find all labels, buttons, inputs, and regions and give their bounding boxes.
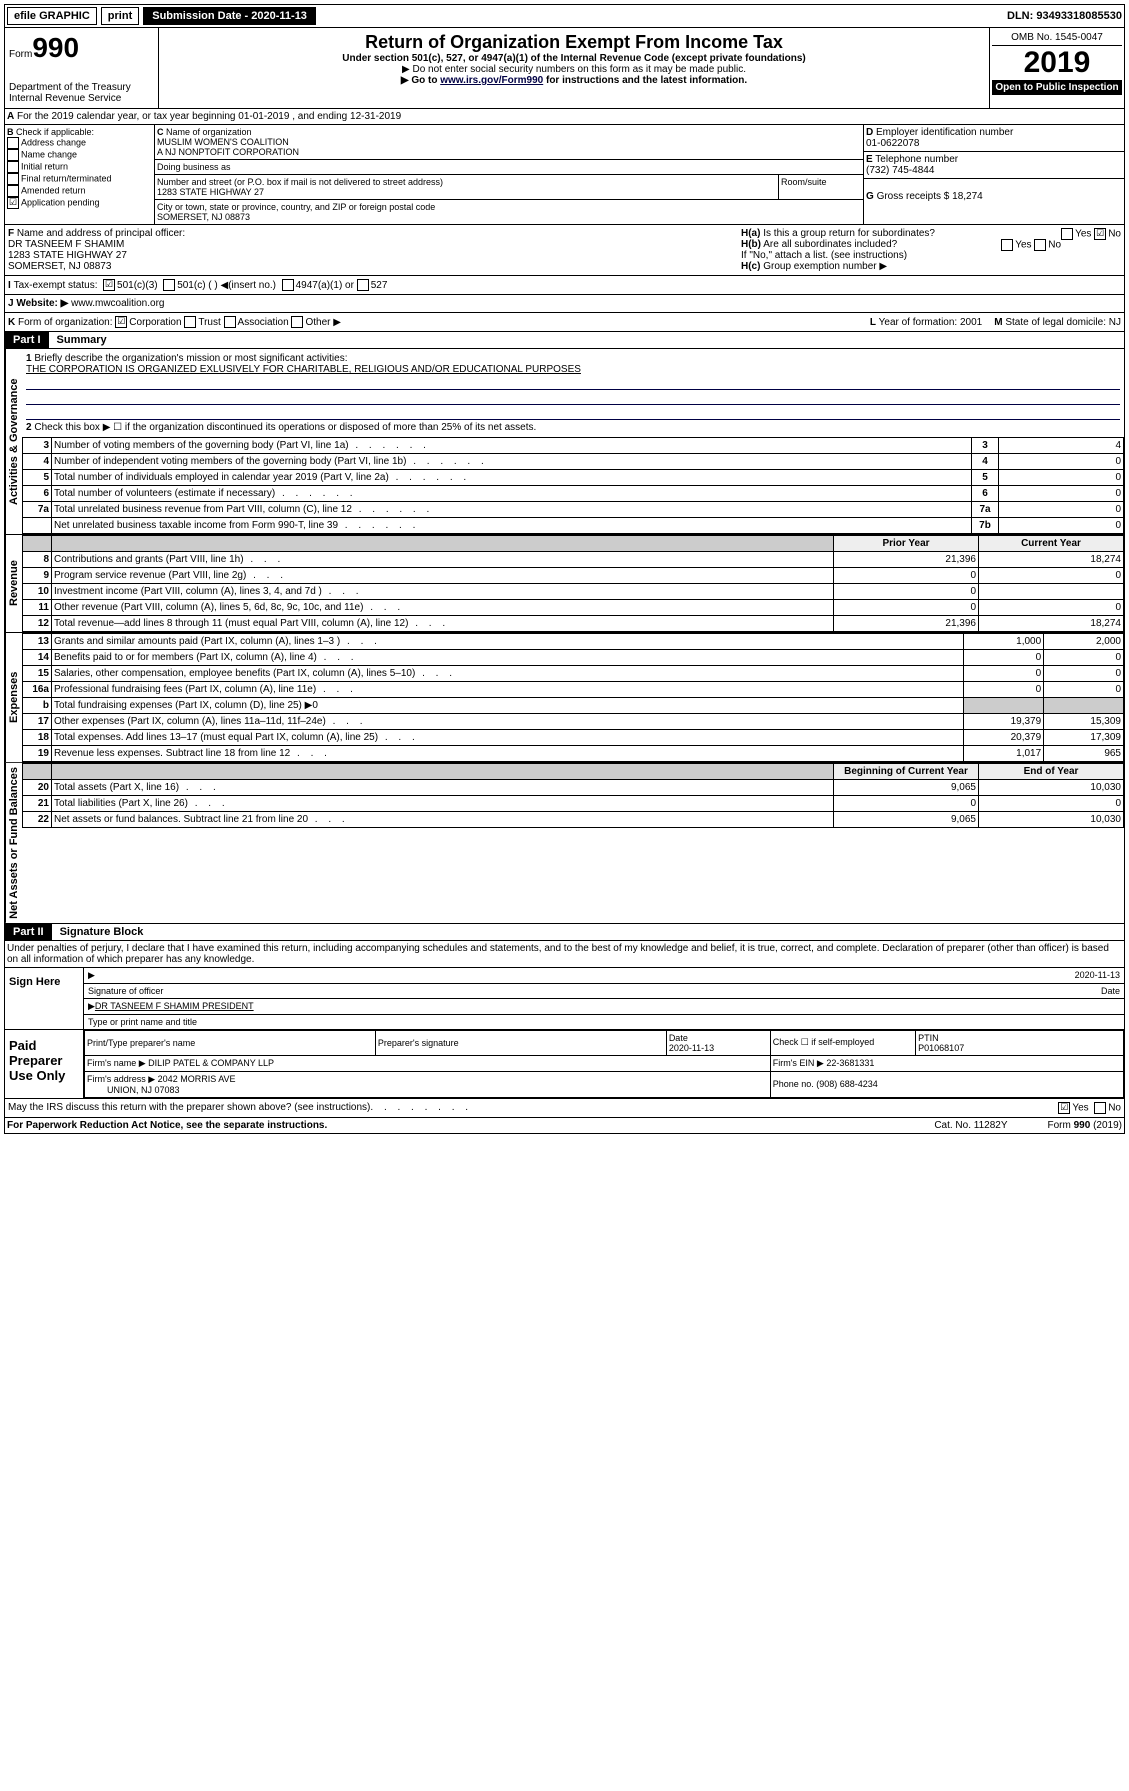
org-name-2: A NJ NONPTOFIT CORPORATION	[157, 147, 299, 157]
check-final[interactable]	[7, 173, 19, 185]
activities-governance: Activities & Governance 1 Briefly descri…	[4, 349, 1125, 535]
mission-line	[26, 377, 1120, 390]
k-assoc[interactable]	[224, 316, 236, 328]
mission-line	[26, 407, 1120, 420]
row-k-l-m: K Form of organization: ☑Corporation Tru…	[4, 313, 1125, 332]
form-small: Form	[9, 49, 32, 60]
check-initial[interactable]	[7, 161, 19, 173]
i-4947[interactable]	[282, 279, 294, 291]
section-b-to-g: B Check if applicable: Address change Na…	[4, 125, 1125, 225]
footer: For Paperwork Reduction Act Notice, see …	[4, 1118, 1125, 1134]
room-suite: Room/suite	[779, 175, 864, 200]
section-f-h: F Name and address of principal officer:…	[4, 225, 1125, 276]
row-j: J Website: ▶ www.mwcoalition.org	[4, 295, 1125, 313]
table-net-assets: Beginning of Current YearEnd of Year20To…	[22, 763, 1124, 828]
revenue: Revenue Prior YearCurrent Year8Contribut…	[4, 535, 1125, 633]
print-button[interactable]: print	[101, 7, 139, 25]
ha-yes[interactable]	[1061, 228, 1073, 240]
website: www.mwcoalition.org	[71, 298, 164, 309]
i-501c3[interactable]: ☑	[103, 279, 115, 291]
check-amended[interactable]	[7, 185, 19, 197]
submission-date-button[interactable]: Submission Date - 2020-11-13	[143, 7, 316, 25]
mission-line	[26, 392, 1120, 405]
open-inspection: Open to Public Inspection	[992, 80, 1122, 95]
expenses: Expenses 13Grants and similar amounts pa…	[4, 633, 1125, 763]
net-assets: Net Assets or Fund Balances Beginning of…	[4, 763, 1125, 924]
tax-year: 2019	[992, 46, 1122, 80]
hb-no[interactable]	[1034, 239, 1046, 251]
check-address[interactable]	[7, 137, 19, 149]
check-name[interactable]	[7, 149, 19, 161]
perjury-statement: Under penalties of perjury, I declare th…	[4, 941, 1125, 968]
k-trust[interactable]	[184, 316, 196, 328]
row-i: I Tax-exempt status: ☑501(c)(3) 501(c) (…	[4, 276, 1125, 295]
dept-2: Internal Revenue Service	[9, 93, 154, 104]
org-address: 1283 STATE HIGHWAY 27	[157, 187, 264, 197]
table-ag: 3Number of voting members of the governi…	[22, 437, 1124, 534]
sign-here-block: Sign Here ▶2020-11-13 Signature of offic…	[4, 968, 1125, 1030]
subtitle-2: ▶ Do not enter social security numbers o…	[163, 64, 985, 75]
k-other[interactable]	[291, 316, 303, 328]
dln-label: DLN: 93493318085530	[1007, 10, 1122, 22]
subtitle-3: ▶ Go to www.irs.gov/Form990 for instruct…	[163, 75, 985, 86]
form-title: Return of Organization Exempt From Incom…	[163, 32, 985, 53]
discuss-no[interactable]	[1094, 1102, 1106, 1114]
paid-preparer-block: Paid Preparer Use Only Print/Type prepar…	[4, 1030, 1125, 1099]
mission: THE CORPORATION IS ORGANIZED EXLUSIVELY …	[26, 364, 581, 375]
dba-label: Doing business as	[155, 160, 864, 175]
row-a: A For the 2019 calendar year, or tax yea…	[4, 109, 1125, 125]
gross-receipts: 18,274	[952, 191, 983, 202]
preparer-table: Print/Type preparer's name Preparer's si…	[84, 1030, 1124, 1098]
subtitle-1: Under section 501(c), 527, or 4947(a)(1)…	[163, 53, 985, 64]
org-name-1: MUSLIM WOMEN'S COALITION	[157, 137, 289, 147]
ha-no[interactable]: ☑	[1094, 228, 1106, 240]
dept-1: Department of the Treasury	[9, 82, 154, 93]
discuss-row: May the IRS discuss this return with the…	[4, 1099, 1125, 1118]
table-expenses: 13Grants and similar amounts paid (Part …	[22, 633, 1124, 762]
part-2-header: Part II Signature Block	[4, 924, 1125, 941]
form-number: Form 990 (2019)	[1048, 1120, 1122, 1131]
check-pending[interactable]: ☑	[7, 197, 19, 209]
top-bar: efile GRAPHIC print Submission Date - 20…	[4, 4, 1125, 28]
i-527[interactable]	[357, 279, 369, 291]
efile-label: efile GRAPHIC	[7, 7, 97, 25]
omb-number: OMB No. 1545-0047	[992, 30, 1122, 46]
hb-yes[interactable]	[1001, 239, 1013, 251]
org-city: SOMERSET, NJ 08873	[157, 212, 250, 222]
ein: 01-0622078	[866, 138, 919, 149]
irs-link[interactable]: www.irs.gov/Form990	[440, 75, 543, 86]
form-990: 990	[32, 32, 79, 63]
part-1-header: Part I Summary	[4, 332, 1125, 349]
discuss-yes[interactable]: ☑	[1058, 1102, 1070, 1114]
phone: (732) 745-4844	[866, 165, 934, 176]
i-501c[interactable]	[163, 279, 175, 291]
k-corp[interactable]: ☑	[115, 316, 127, 328]
table-revenue: Prior YearCurrent Year8Contributions and…	[22, 535, 1124, 632]
form-header: Form990 Department of the Treasury Inter…	[4, 28, 1125, 109]
